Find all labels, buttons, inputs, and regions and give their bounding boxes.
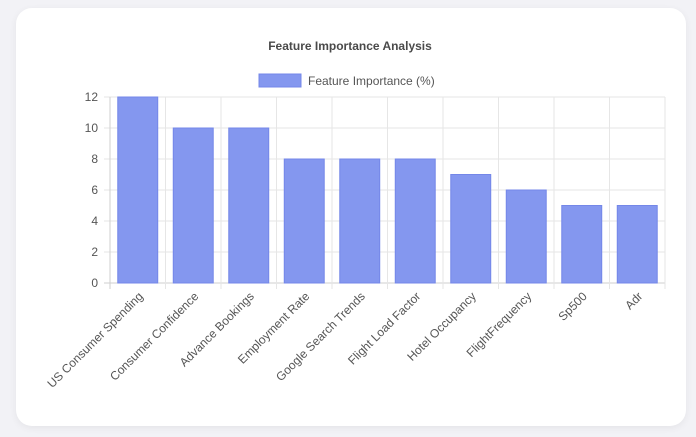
bar[interactable] <box>228 127 270 284</box>
y-tick-label: 2 <box>91 245 98 259</box>
chart-title: Feature Importance Analysis <box>268 39 432 53</box>
x-tick-label: Adr <box>622 289 645 312</box>
y-tick-label: 12 <box>85 90 99 104</box>
bar[interactable] <box>561 205 603 284</box>
y-axis: 0 2 4 6 8 10 12 <box>85 90 99 290</box>
y-tick-label: 8 <box>91 152 98 166</box>
x-tick-label: US Consumer Spending <box>44 289 145 390</box>
bar[interactable] <box>117 96 159 284</box>
y-tick-label: 0 <box>91 276 98 290</box>
bar[interactable] <box>394 158 436 284</box>
bar-layer <box>117 96 658 284</box>
bar[interactable] <box>616 205 658 284</box>
legend[interactable]: Feature Importance (%) <box>258 73 435 88</box>
bar[interactable] <box>283 158 325 284</box>
bar[interactable] <box>450 174 492 284</box>
x-tick-label: Sp500 <box>555 289 590 324</box>
bar[interactable] <box>172 127 214 284</box>
legend-swatch <box>258 73 302 88</box>
y-tick-label: 4 <box>91 214 98 228</box>
bar[interactable] <box>339 158 381 284</box>
y-tick-label: 10 <box>85 121 99 135</box>
legend-label: Feature Importance (%) <box>308 74 435 88</box>
y-tick-label: 6 <box>91 183 98 197</box>
bar[interactable] <box>505 189 547 284</box>
